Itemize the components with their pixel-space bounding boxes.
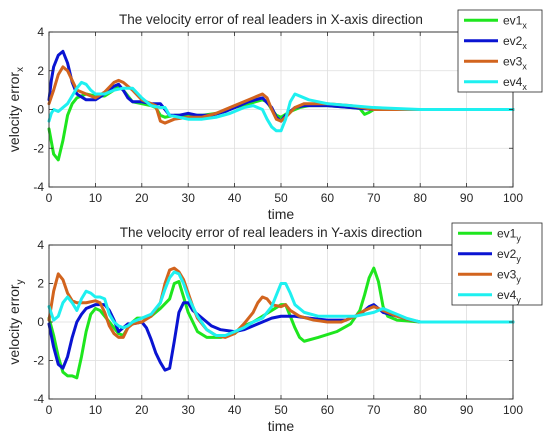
y-chart-xtick-label: 30 (182, 403, 196, 417)
x-chart-ytick-label: -2 (33, 141, 44, 155)
legend-entry-name: ev1 (503, 13, 523, 27)
y-chart-ytick-label: -4 (33, 392, 44, 406)
legend-entry-subscript: x (522, 61, 527, 71)
x-chart-xtick-label: 10 (89, 191, 103, 205)
x-chart-legend-entry-ev1x: ev1x (503, 13, 527, 30)
y-chart-xtick-label: 70 (367, 403, 381, 417)
legend-entry-name: ev2 (503, 34, 523, 48)
x-chart-ytick-label: -4 (33, 180, 44, 194)
y-chart-xlabel: time (268, 418, 295, 434)
x-chart-legend-entry-ev3x: ev3x (503, 54, 527, 71)
legend-entry-subscript: x (522, 20, 527, 30)
y-chart-ylabel-text: velocity error (6, 284, 22, 364)
y-chart-legend-entry-ev4y: ev4y (497, 288, 521, 305)
y-chart-ytick-label: -2 (33, 354, 44, 368)
y-chart-ticks: 0 10 20 30 40 50 60 70 80 90 100 -4 -2 0 2 4 (33, 238, 523, 417)
y-chart-series-ev1y (47, 266, 515, 380)
y-chart-xtick-label: 40 (228, 403, 242, 417)
x-chart-xtick-label: 60 (321, 191, 335, 205)
x-chart-xtick-label: 30 (182, 191, 196, 205)
x-chart-ylabel: velocity errorx (6, 67, 26, 152)
legend-entry-subscript: y (516, 295, 521, 305)
legend-entry-subscript: x (522, 41, 527, 51)
x-chart-legend-entry-ev2x: ev2x (503, 34, 527, 51)
chart-x-axis-velocity-error: 0 10 20 30 40 50 60 70 80 90 100 -4 -2 0 2 4 The veloci… (6, 9, 543, 222)
y-chart-xtick-label: 10 (89, 403, 103, 417)
chart-y-axis-velocity-error: 0 10 20 30 40 50 60 70 80 90 100 -4 -2 0 2 4 The veloci… (6, 222, 543, 434)
y-chart-series-ev4y (47, 270, 515, 337)
y-chart-legend-entry-ev2y: ev2y (497, 247, 521, 264)
y-chart-xtick-label: 90 (460, 403, 474, 417)
y-chart-xtick-label: 0 (46, 403, 53, 417)
y-chart-ytick-label: 2 (37, 277, 44, 291)
y-chart-legend-entry-ev3y: ev3y (497, 267, 521, 284)
x-chart-xtick-label: 100 (503, 191, 523, 205)
x-chart-xtick-label: 80 (414, 191, 428, 205)
x-chart-ylabel-subscript: x (15, 67, 26, 72)
x-chart-xtick-label: 0 (46, 191, 53, 205)
x-chart-title: The velocity error of real leaders in X-… (119, 12, 423, 27)
y-chart-ylabel: velocity errory (6, 279, 26, 364)
x-chart-xtick-label: 70 (367, 191, 381, 205)
y-chart-legend-box (451, 222, 543, 306)
x-chart-xtick-label: 20 (135, 191, 149, 205)
y-chart-legend-entry-ev1y: ev1y (497, 226, 521, 243)
x-chart-ytick-label: 0 (37, 103, 44, 117)
y-chart-xtick-label: 100 (503, 403, 523, 417)
x-chart-series (47, 49, 515, 162)
x-chart-legend-box (457, 9, 543, 93)
x-chart-ytick-label: 2 (37, 64, 44, 78)
legend-entry-name: ev1 (497, 226, 517, 240)
legend-entry-name: ev3 (497, 267, 517, 281)
y-chart-series (47, 266, 515, 380)
x-chart-ytick-label: 4 (37, 25, 44, 39)
legend-entry-name: ev4 (497, 288, 517, 302)
x-chart-xtick-label: 90 (460, 191, 474, 205)
legend-entry-subscript: y (516, 254, 521, 264)
y-chart-title: The velocity error of real leaders in Y-… (120, 225, 422, 240)
legend-entry-name: ev2 (497, 247, 517, 261)
y-chart-xtick-label: 60 (321, 403, 335, 417)
y-chart-xtick-label: 20 (135, 403, 149, 417)
legend-entry-name: ev4 (503, 75, 523, 89)
y-chart-ytick-label: 0 (37, 315, 44, 329)
x-chart-series-ev3x (47, 65, 515, 125)
x-chart-legend-entry-ev4x: ev4x (503, 75, 527, 92)
x-chart-ylabel-text: velocity error (6, 72, 22, 152)
y-chart-ytick-label: 4 (37, 238, 44, 252)
y-chart-xtick-label: 50 (274, 403, 288, 417)
y-chart-ylabel-subscript: y (15, 279, 26, 284)
legend-entry-subscript: y (516, 274, 521, 284)
x-chart-xtick-label: 50 (274, 191, 288, 205)
x-chart-xtick-label: 40 (228, 191, 242, 205)
legend-entry-subscript: x (522, 82, 527, 92)
x-chart-xlabel: time (268, 206, 295, 222)
legend-entry-subscript: y (516, 233, 521, 243)
y-chart-xtick-label: 80 (414, 403, 428, 417)
x-chart-series-ev4x (47, 80, 515, 133)
legend-entry-name: ev3 (503, 54, 523, 68)
